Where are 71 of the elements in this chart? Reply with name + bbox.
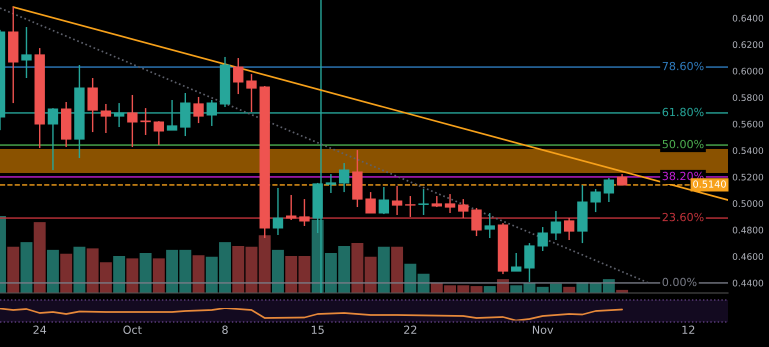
- y-tick-label: 0.4800: [732, 226, 764, 234]
- bar: [140, 252, 152, 293]
- annotation: 50.00%: [662, 140, 704, 148]
- candlestick: [538, 226, 548, 252]
- candlestick: [432, 195, 442, 208]
- bar: [378, 246, 390, 293]
- candlestick: [405, 195, 416, 218]
- candlestick: [511, 252, 522, 272]
- candlestick: [233, 57, 244, 95]
- annotation: 23.60%: [662, 212, 704, 222]
- x-tick-label: 15: [312, 326, 324, 334]
- candlestick: [338, 162, 350, 193]
- x-tick-label: Oct: [123, 326, 142, 334]
- candlestick: [444, 193, 456, 214]
- bar: [113, 256, 126, 293]
- candlestick: [378, 186, 390, 215]
- annotation: 61.80%: [662, 108, 704, 116]
- bar: [60, 254, 72, 293]
- candlestick: [87, 77, 98, 133]
- bar: [20, 242, 32, 293]
- candlestick: [524, 242, 535, 283]
- bar: [46, 250, 59, 293]
- bar: [126, 258, 138, 293]
- candlestick: [471, 207, 482, 237]
- bar: [272, 250, 284, 293]
- y-tick-label: 0.5400: [732, 147, 764, 154]
- candlestick: [127, 94, 138, 148]
- x-tick-label: 22: [404, 326, 416, 334]
- ref-line-label: 0.5140: [693, 180, 726, 188]
- bar: [152, 258, 165, 293]
- candlestick: [193, 96, 204, 124]
- candlestick: [21, 26, 32, 79]
- x-tick-label: 12: [682, 326, 694, 334]
- x-tick-label: Nov: [532, 326, 554, 334]
- bar: [484, 286, 496, 293]
- y-tick-label: 0.5600: [732, 120, 764, 128]
- candlestick: [590, 188, 601, 213]
- candlestick: [564, 217, 574, 241]
- candlestick: [326, 173, 336, 194]
- y-tick-label: 0.5000: [732, 200, 764, 208]
- y-tick-label: 0.5200: [732, 174, 764, 181]
- candlestick: [550, 210, 562, 241]
- y-tick-label: 0.5800: [732, 94, 764, 102]
- candlestick: [286, 194, 296, 221]
- candlestick: [272, 187, 284, 236]
- x-tick-label: 8: [222, 326, 228, 334]
- bar: [73, 246, 86, 293]
- candlestick: [299, 198, 310, 227]
- candlestick: [154, 120, 164, 146]
- candlestick: [246, 73, 257, 113]
- y-tick-label: 0.6000: [732, 68, 764, 75]
- candlestick: [100, 103, 112, 134]
- bar: [192, 255, 204, 293]
- candlestick: [140, 107, 151, 136]
- x-tick-label: 24: [33, 326, 46, 334]
- y-tick-label: 0.6200: [732, 41, 764, 48]
- candlestick: [365, 191, 376, 214]
- candlestick: [616, 173, 628, 186]
- bar: [391, 246, 404, 293]
- y-tick-label: 0.6400: [732, 14, 764, 22]
- candlestick: [604, 177, 614, 203]
- candlestick: [458, 198, 468, 219]
- bar: [563, 286, 576, 293]
- candlestick: [484, 212, 495, 239]
- y-tick-label: 0.4400: [732, 280, 764, 286]
- y-tick-label: 0.4600: [732, 253, 764, 260]
- candlestick: [392, 185, 402, 216]
- bar: [34, 222, 46, 293]
- candlestick: [418, 188, 429, 216]
- annotation: 78.60%: [662, 62, 704, 70]
- annotation: 0.00%: [662, 278, 696, 286]
